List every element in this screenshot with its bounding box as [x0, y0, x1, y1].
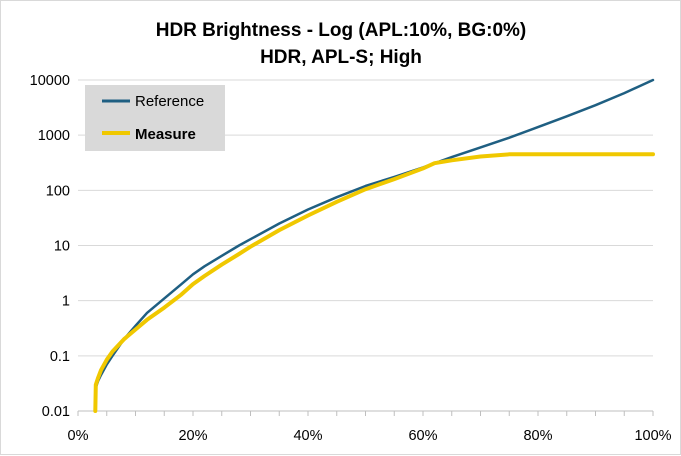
y-tick-label: 1000: [38, 128, 70, 144]
legend: Reference Measure: [85, 85, 225, 151]
x-tick-label: 0%: [68, 428, 89, 444]
x-tick-label: 80%: [523, 428, 552, 444]
chart-subtitle: HDR, APL-S; High: [260, 47, 422, 68]
x-tick-label: 40%: [293, 428, 322, 444]
x-tick-label: 20%: [178, 428, 207, 444]
y-tick-label: 10000: [30, 73, 70, 89]
legend-label-measure: Measure: [135, 126, 196, 143]
legend-label-reference: Reference: [135, 93, 204, 110]
x-tick-label: 100%: [634, 428, 671, 444]
x-tick-label: 60%: [408, 428, 437, 444]
series-layer: [93, 78, 655, 413]
chart-title: HDR Brightness - Log (APL:10%, BG:0%): [156, 20, 527, 41]
legend-box: [85, 85, 225, 151]
y-tick-label: 100: [46, 183, 70, 199]
axis-layer: 0.01 0.1 1 10 100 1000 10000 0% 20% 40% 60% 80% 100%: [30, 73, 672, 444]
y-tick-label: 0.1: [50, 349, 70, 365]
y-tick-label: 1: [62, 294, 70, 310]
y-tick-label: 10: [54, 239, 70, 255]
series-line-measure: [93, 152, 655, 413]
y-tick-label: 0.01: [42, 404, 70, 420]
